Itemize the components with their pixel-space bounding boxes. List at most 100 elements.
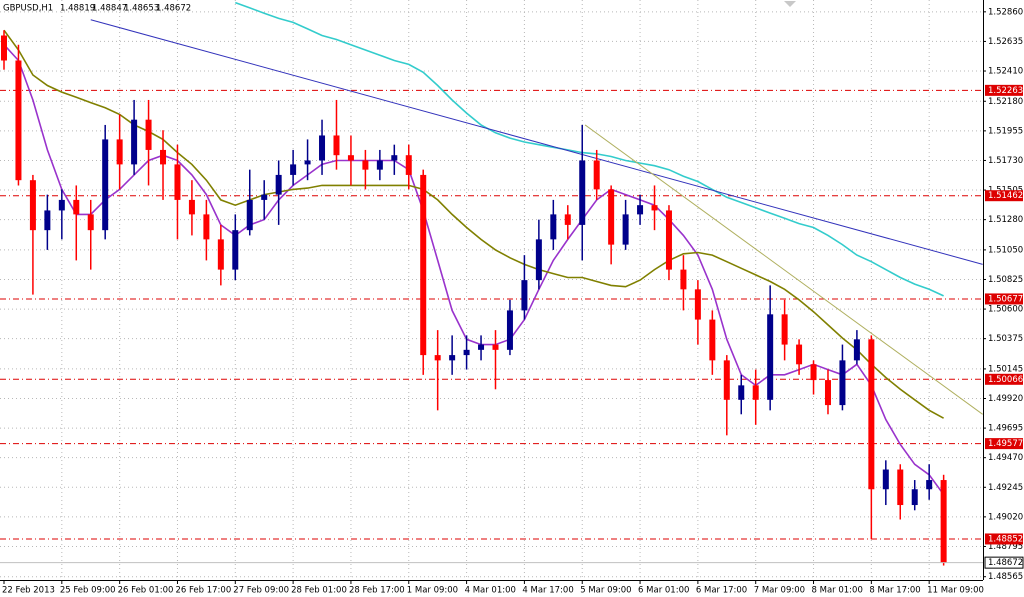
candle-body [145, 119, 152, 150]
candle-body [15, 60, 22, 181]
level-label-box [985, 84, 1023, 96]
candle-body [796, 344, 803, 365]
y-tick-label: 1.49245 [988, 483, 1023, 493]
candle-body [622, 214, 629, 245]
y-tick-label: 1.50600 [988, 305, 1023, 315]
candle-body [434, 355, 441, 361]
candle-body [333, 135, 340, 156]
candle-body [579, 160, 586, 225]
y-tick-label: 1.52860 [988, 7, 1023, 17]
candle-body [694, 289, 701, 320]
x-tick-label: 26 Feb 17:00 [175, 586, 231, 596]
x-tick-label: 11 Mar 09:00 [927, 586, 984, 596]
candle-body [940, 480, 947, 563]
candle-body [203, 214, 210, 240]
candle-body [767, 314, 774, 400]
candle-body [275, 174, 282, 195]
candle-body [29, 180, 36, 231]
moving-average [3, 29, 944, 419]
marks [0, 1, 983, 566]
candle-body [160, 149, 167, 165]
candle-body [651, 205, 658, 211]
candle-body [608, 189, 615, 245]
level-label: 1.51462 [988, 191, 1023, 201]
y-tick-label: 1.51955 [988, 126, 1023, 136]
candle-body [102, 139, 109, 231]
chart-title: GBPUSD,H1 [3, 4, 53, 14]
candle-body [637, 205, 644, 215]
candle-body [911, 489, 918, 506]
x-tick-label: 28 Feb 17:00 [349, 586, 405, 596]
y-tick-label: 1.48795 [988, 542, 1023, 552]
candle-body [882, 469, 889, 490]
y-tick-label: 1.50375 [988, 334, 1023, 344]
candle-body [420, 174, 427, 356]
level-label: 1.48852 [988, 534, 1023, 544]
level-label: 1.52263 [988, 86, 1023, 96]
candle-body [593, 160, 600, 190]
y-tick-label: 1.48565 [988, 572, 1023, 582]
header-value: 1.48819 [60, 4, 95, 14]
candle-body [781, 314, 788, 345]
candle-body [709, 319, 716, 361]
candle-body [492, 344, 499, 350]
candle-body [521, 280, 528, 311]
y-tick-label: 1.50145 [988, 364, 1023, 374]
level-label: 1.50066 [988, 375, 1023, 385]
candle-body [897, 469, 904, 506]
candle-body [131, 119, 138, 165]
candle-body [824, 380, 831, 406]
candle-body [723, 360, 730, 400]
y-tick-label: 1.51050 [988, 245, 1023, 255]
y-tick-label: 1.50825 [988, 275, 1023, 285]
y-tick-label: 1.52410 [988, 67, 1023, 77]
x-tick-label: 5 Mar 09:00 [580, 586, 631, 596]
level-label: 1.49577 [988, 439, 1023, 449]
candle-body [853, 339, 860, 361]
candle-body [478, 344, 485, 350]
x-tick-label: 6 Mar 01:00 [638, 586, 689, 596]
candle-body [506, 310, 513, 350]
x-tick-label: 28 Feb 01:00 [291, 586, 347, 596]
candle-body [116, 139, 123, 165]
candle-body [463, 349, 470, 356]
x-tick-label: 7 Mar 09:00 [754, 586, 805, 596]
candle-body [680, 269, 687, 290]
candle-body [362, 160, 369, 170]
candle-body [290, 164, 297, 175]
x-tick-label: 1 Mar 09:00 [407, 586, 458, 596]
x-tick-label: 22 Feb 2013 [2, 586, 55, 596]
x-tick-label: 25 Feb 09:00 [60, 586, 116, 596]
candle-body [188, 199, 195, 215]
y-tick-label: 1.49920 [988, 394, 1023, 404]
candle-body [752, 385, 759, 400]
header-value: 1.48847 [92, 4, 127, 14]
y-tick-label: 1.51280 [988, 215, 1023, 225]
candle-body [58, 199, 65, 211]
candle-body [261, 194, 268, 200]
candle-body [319, 135, 326, 161]
candle-body [217, 239, 224, 270]
candle-body [73, 199, 80, 215]
y-tick-label: 1.52635 [988, 37, 1023, 47]
level-label-box [985, 190, 1023, 202]
candle-body [232, 230, 239, 270]
candle-body [405, 155, 412, 175]
header-value: 1.48653 [124, 4, 159, 14]
x-tick-label: 27 Feb 09:00 [233, 586, 289, 596]
level-label-box [985, 438, 1023, 450]
level-label-box [985, 373, 1023, 385]
trend-line [90, 19, 983, 265]
trend-line [584, 124, 983, 415]
x-tick-label: 8 Mar 01:00 [812, 586, 863, 596]
y-tick-label: 1.49470 [988, 453, 1023, 463]
candle-body [535, 239, 542, 281]
level-label-box [985, 293, 1023, 305]
level-label: 1.50677 [988, 294, 1023, 304]
candle-body [868, 339, 875, 490]
candle-body [44, 210, 51, 231]
candle-body [174, 164, 181, 200]
candle-body [926, 480, 933, 490]
header-value: 1.48672 [156, 4, 191, 14]
moving-average [235, 1, 944, 297]
